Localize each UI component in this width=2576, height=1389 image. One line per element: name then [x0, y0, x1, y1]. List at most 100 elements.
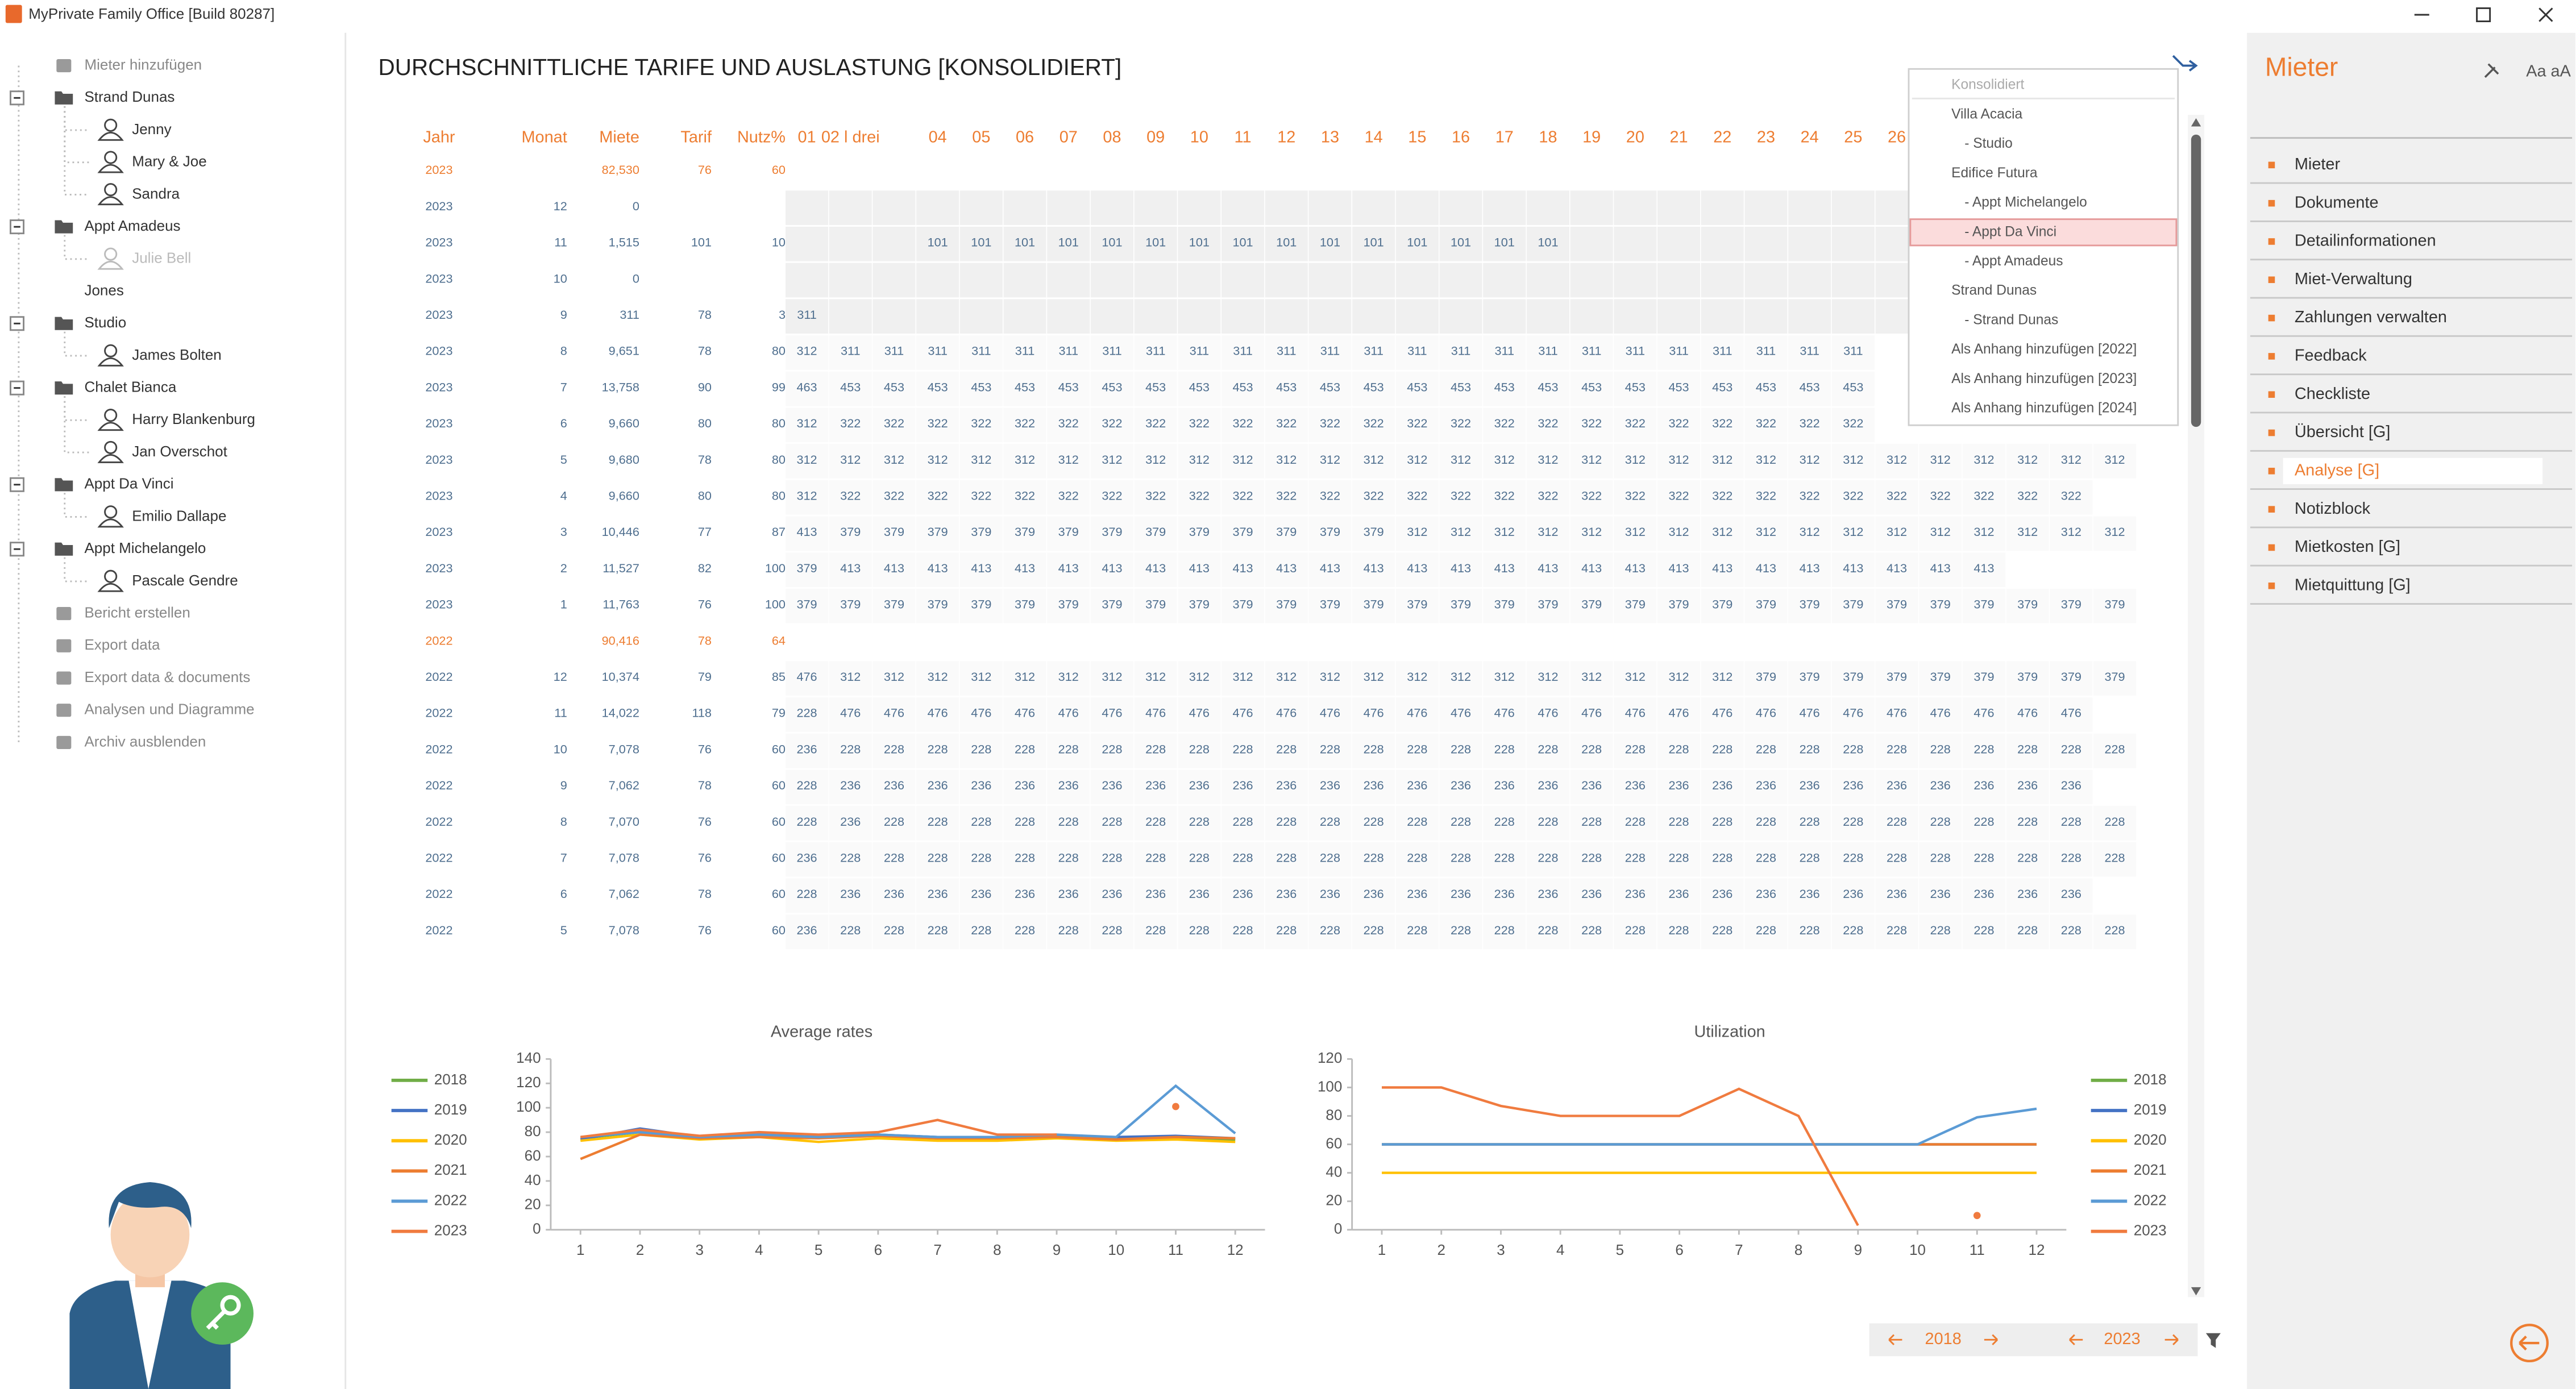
day-cell: [1047, 588, 1090, 623]
empty-day-cell: [1134, 226, 1177, 261]
tree-tenant[interactable]: Mary & Joe: [132, 153, 207, 170]
pin-icon[interactable]: [2484, 63, 2499, 78]
menu-item[interactable]: Dokumente: [2295, 193, 2379, 211]
dropdown-item[interactable]: - Appt Amadeus: [1964, 253, 2063, 269]
dropdown-item: Konsolidiert: [1951, 77, 2024, 93]
day-cell: [829, 914, 872, 949]
tree-tenant[interactable]: Julie Bell: [132, 249, 191, 267]
dropdown-item[interactable]: - Strand Dunas: [1964, 312, 2058, 327]
tree-group[interactable]: Appt Amadeus: [84, 217, 180, 234]
table-cell: 7,078: [609, 742, 639, 756]
day-cell: [1483, 697, 1526, 732]
menu-bullet: [2268, 544, 2275, 551]
tree-tenant[interactable]: Harry Blankenburg: [132, 410, 255, 427]
tree-action[interactable]: Analysen und Diagramme: [84, 701, 254, 718]
day-cell: [2050, 697, 2093, 732]
maximize-button[interactable]: [2476, 7, 2491, 22]
table-cell: 14,022: [602, 706, 639, 720]
font-toggle[interactable]: Aa aA: [2526, 63, 2571, 81]
tree-action[interactable]: Mieter hinzufügen: [84, 56, 202, 73]
tree-tenant[interactable]: Jan Overschot: [132, 443, 227, 460]
dropdown-item[interactable]: Edifice Futura: [1951, 165, 2038, 181]
tree-group[interactable]: Chalet Bianca: [84, 379, 176, 396]
day-value: 228: [2061, 850, 2081, 864]
tree-tenant[interactable]: Sandra: [132, 185, 180, 202]
tree-group[interactable]: Appt Michelangelo: [84, 539, 206, 556]
menu-item[interactable]: Zahlungen verwalten: [2295, 308, 2447, 326]
menu-item[interactable]: Mietquittung [G]: [2295, 576, 2411, 594]
day-value: 311: [1320, 344, 1340, 358]
day-header: 08: [1103, 128, 1121, 146]
year-to[interactable]: 2023: [2104, 1330, 2140, 1348]
dropdown-item[interactable]: - Appt Michelangelo: [1964, 195, 2087, 210]
menu-item[interactable]: Feedback: [2295, 347, 2367, 365]
dropdown-item[interactable]: - Studio: [1964, 136, 2013, 151]
day-value: 322: [1015, 416, 1035, 430]
day-cell: [1352, 335, 1395, 370]
tree-group[interactable]: Strand Dunas: [84, 88, 174, 105]
day-value: 228: [1973, 850, 1994, 864]
tree-tenant[interactable]: Pascale Gendre: [132, 572, 238, 589]
dropdown-item[interactable]: - Appt Da Vinci: [1964, 224, 2056, 239]
day-value: 312: [1668, 669, 1689, 684]
day-value: 379: [1102, 525, 1122, 539]
tree-group[interactable]: Appt Da Vinci: [84, 475, 173, 492]
day-cell: [1003, 770, 1046, 805]
day-value: 312: [796, 452, 817, 467]
day-value: 379: [928, 525, 948, 539]
day-value: 322: [1364, 416, 1384, 430]
day-value: 228: [840, 923, 861, 937]
person-icon-body: [97, 357, 124, 367]
day-value: 322: [2017, 488, 2038, 502]
day-value: 101: [1015, 235, 1035, 249]
day-value: 476: [2017, 706, 2038, 720]
export-icon[interactable]: [2172, 55, 2198, 72]
dropdown-item[interactable]: Als Anhang hinzufügen [2024]: [1951, 401, 2137, 416]
tree-group[interactable]: Studio: [84, 314, 126, 331]
day-cell: [1701, 770, 1744, 805]
day-cell: [1265, 588, 1308, 623]
year-nav-arrows[interactable]: [1888, 1334, 2179, 1346]
dropdown-item[interactable]: Als Anhang hinzufügen [2022]: [1951, 342, 2137, 357]
tree-action[interactable]: Bericht erstellen: [84, 604, 190, 621]
day-value: 453: [1276, 380, 1297, 394]
tree-action[interactable]: Export data: [84, 636, 160, 653]
side-panel-title: Mieter: [2265, 52, 2338, 82]
day-cell: [1657, 770, 1701, 805]
menu-item[interactable]: Analyse [G]: [2295, 461, 2379, 479]
day-value: 413: [1407, 561, 1427, 575]
menu-item[interactable]: Checkliste: [2295, 385, 2370, 403]
menu-bullet: [2268, 429, 2275, 436]
day-cell: [1178, 516, 1221, 551]
scrollbar-thumb[interactable]: [2191, 134, 2201, 427]
dropdown-item[interactable]: Villa Acacia: [1951, 106, 2022, 122]
menu-item[interactable]: Mietkosten [G]: [2295, 538, 2400, 556]
close-button[interactable]: [2538, 7, 2553, 22]
filter-icon[interactable]: [2205, 1333, 2221, 1348]
day-cell: [2093, 914, 2137, 949]
menu-item[interactable]: Miet-Verwaltung: [2295, 270, 2412, 288]
tree-tenant[interactable]: Jenny: [132, 120, 171, 138]
day-value: 236: [1756, 778, 1776, 792]
tree-tenant[interactable]: James Bolten: [132, 346, 222, 363]
year-from[interactable]: 2018: [1925, 1330, 1962, 1348]
menu-item[interactable]: Mieter: [2295, 155, 2341, 173]
tree-action[interactable]: Archiv ausblenden: [84, 733, 206, 750]
menu-item[interactable]: Übersicht [G]: [2295, 423, 2390, 441]
back-button[interactable]: [2510, 1324, 2549, 1363]
menu-item[interactable]: Detailinformationen: [2295, 232, 2436, 250]
menu-item[interactable]: Notizblock: [2295, 500, 2371, 518]
tree-action[interactable]: Export data & documents: [84, 668, 250, 685]
x-tick-label: 6: [1675, 1241, 1683, 1258]
day-value: 311: [1407, 344, 1427, 358]
day-cell: [1875, 444, 1918, 479]
tree-tenant[interactable]: Emilio Dallape: [132, 507, 226, 524]
dropdown-item[interactable]: Strand Dunas: [1951, 283, 2037, 298]
dropdown-item[interactable]: Als Anhang hinzufügen [2023]: [1951, 371, 2137, 386]
day-value: 322: [2061, 488, 2081, 502]
tree-group[interactable]: Jones: [84, 281, 123, 298]
empty-day-cell: [829, 299, 872, 334]
day-cell: [1221, 878, 1265, 913]
y-tick-label: 100: [516, 1098, 541, 1115]
day-value: 228: [1581, 923, 1602, 937]
